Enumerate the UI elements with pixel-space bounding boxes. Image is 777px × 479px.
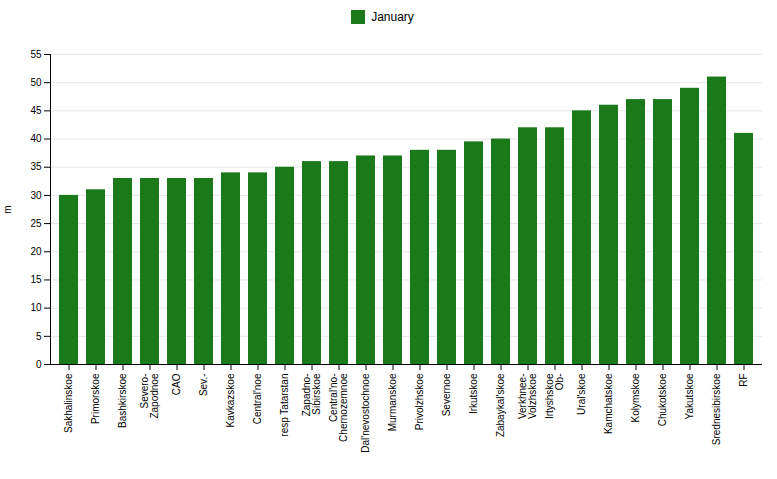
- svg-text:Primorskoe: Primorskoe: [90, 373, 101, 424]
- svg-text:Kolymskoe: Kolymskoe: [630, 373, 641, 422]
- svg-text:CAO: CAO: [171, 373, 182, 395]
- svg-text:Central'noe: Central'noe: [252, 373, 263, 424]
- svg-text:Sakhalinskoe: Sakhalinskoe: [63, 373, 74, 433]
- svg-text:20: 20: [30, 246, 42, 257]
- svg-text:Irkutskoe: Irkutskoe: [468, 373, 479, 414]
- svg-text:Chukotskoe: Chukotskoe: [657, 373, 668, 426]
- svg-text:Privolzhskoe: Privolzhskoe: [414, 373, 425, 430]
- svg-text:Srednesibirskoe: Srednesibirskoe: [711, 373, 722, 445]
- svg-text:40: 40: [30, 133, 42, 144]
- svg-text:0: 0: [36, 359, 42, 370]
- svg-text:55: 55: [30, 49, 42, 60]
- svg-text:m: m: [2, 205, 13, 213]
- svg-text:5: 5: [36, 331, 42, 342]
- svg-text:15: 15: [30, 274, 42, 285]
- html-text:January: January: [371, 9, 414, 24]
- svg-text:Bashkirskoe: Bashkirskoe: [117, 373, 128, 428]
- svg-text:Verkhnee-Volzhskoe: Verkhnee-Volzhskoe: [517, 373, 538, 419]
- svg-text:Zapadno-Sibirskoe: Zapadno-Sibirskoe: [301, 373, 322, 416]
- svg-text:Severo-Zapodnoe: Severo-Zapodnoe: [139, 373, 160, 418]
- svg-text:35: 35: [30, 161, 42, 172]
- svg-text:10: 10: [30, 302, 42, 313]
- svg-text:Central'no-Chernozemnoe: Central'no-Chernozemnoe: [328, 373, 349, 442]
- svg-text:resp Tatarstan: resp Tatarstan: [279, 374, 290, 437]
- svg-text:IrtyshskoeOb-: IrtyshskoeOb-: [544, 373, 565, 419]
- svg-text:Dal'nevostochnoe: Dal'nevostochnoe: [360, 373, 371, 453]
- svg-text:Sev.-: Sev.-: [198, 374, 209, 397]
- svg-text:Kavkazskoe: Kavkazskoe: [225, 373, 236, 427]
- svg-text:50: 50: [30, 77, 42, 88]
- svg-text:RF: RF: [738, 374, 749, 387]
- svg-text:Murmanskoe: Murmanskoe: [387, 373, 398, 431]
- svg-text:Zabaykal'skoe: Zabaykal'skoe: [495, 373, 506, 437]
- svg-text:30: 30: [30, 190, 42, 201]
- svg-text:45: 45: [30, 105, 42, 116]
- svg-text:Ural'skoe: Ural'skoe: [576, 373, 587, 415]
- svg-text:Severnoe: Severnoe: [441, 373, 452, 416]
- svg-text:25: 25: [30, 218, 42, 229]
- svg-text:Kamchatskoe: Kamchatskoe: [603, 373, 614, 434]
- svg-text:Yakutskoe: Yakutskoe: [684, 373, 695, 419]
